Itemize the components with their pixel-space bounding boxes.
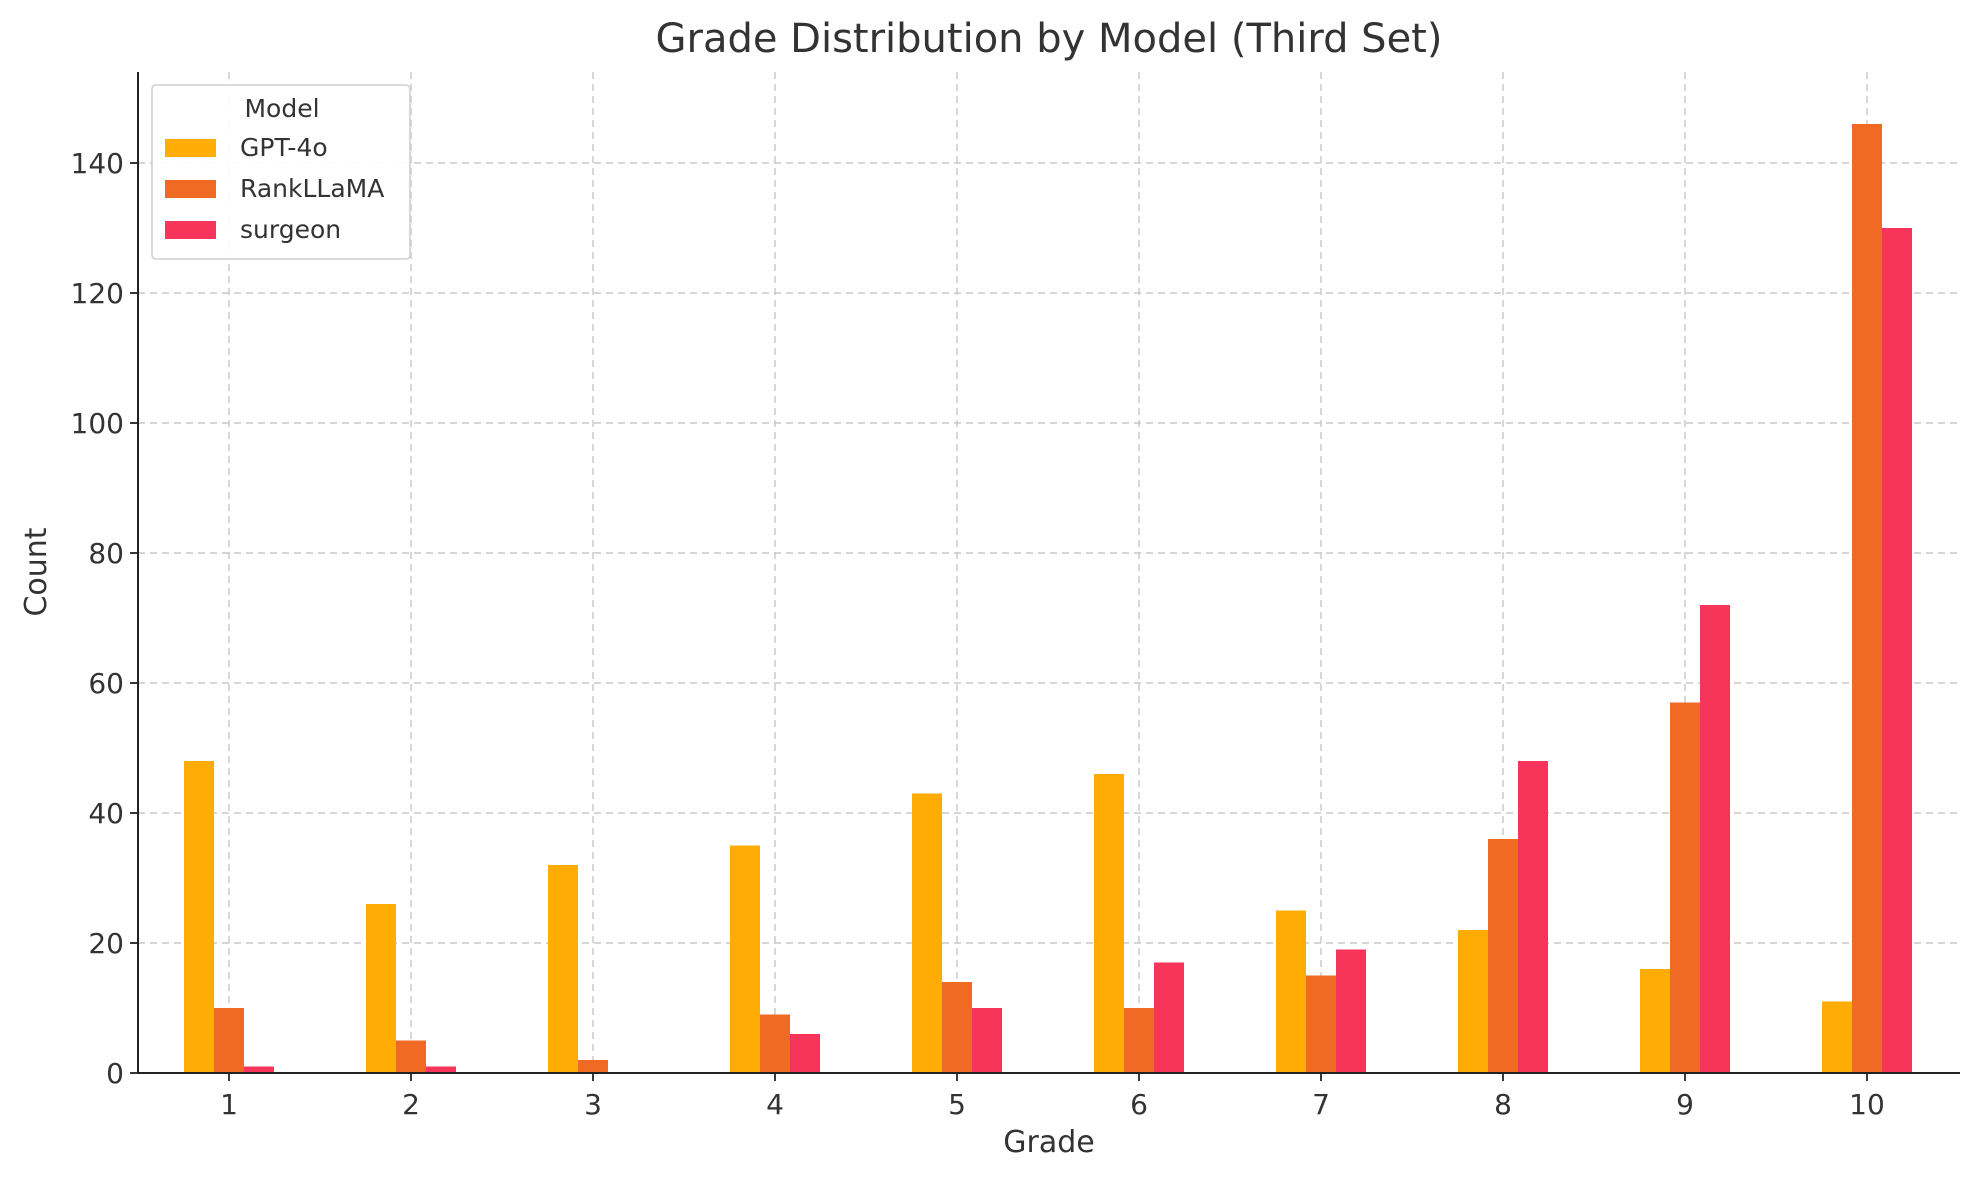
bar-surgeon	[1336, 949, 1366, 1073]
legend-label: RankLLaMA	[240, 174, 384, 203]
bar-rankllama	[1124, 1008, 1154, 1073]
x-tick-label: 8	[1494, 1088, 1512, 1121]
grid	[138, 72, 1960, 1073]
y-tick-label: 140	[71, 147, 124, 180]
bar-gpt-4o	[1822, 1001, 1852, 1073]
legend-frame	[151, 84, 411, 260]
x-tick-label: 5	[948, 1088, 966, 1121]
axes	[137, 72, 1960, 1074]
legend-swatch	[165, 221, 216, 239]
bar-surgeon	[1700, 605, 1730, 1073]
bar-gpt-4o	[366, 904, 396, 1073]
y-tick-label: 20	[88, 927, 124, 960]
y-tick-label: 40	[88, 797, 124, 830]
x-tick-label: 7	[1312, 1088, 1330, 1121]
bar-surgeon	[426, 1066, 456, 1073]
bar-surgeon	[790, 1034, 820, 1073]
bar-gpt-4o	[1458, 930, 1488, 1073]
y-tick-label: 60	[88, 667, 124, 700]
bar-gpt-4o	[912, 793, 942, 1073]
bar-rankllama	[396, 1040, 426, 1073]
x-tick-label: 4	[766, 1088, 784, 1121]
bar-gpt-4o	[184, 761, 214, 1073]
bar-surgeon	[1882, 228, 1912, 1073]
bar-rankllama	[578, 1060, 608, 1073]
bar-rankllama	[1306, 975, 1336, 1073]
x-tick-label: 1	[220, 1088, 238, 1121]
y-tick-label: 120	[71, 277, 124, 310]
x-tick-label: 6	[1130, 1088, 1148, 1121]
legend-title: Model	[244, 94, 319, 123]
legend-swatch	[165, 180, 216, 198]
bar-gpt-4o	[1276, 910, 1306, 1073]
x-tick-label: 2	[402, 1088, 420, 1121]
bar-surgeon	[972, 1008, 1002, 1073]
chart-title: Grade Distribution by Model (Third Set)	[656, 16, 1443, 62]
bar-gpt-4o	[548, 865, 578, 1073]
legend-items: GPT-4o RankLLaMA surgeon	[165, 133, 384, 244]
tick-labels: 0 20 40 60 80 100 120 140 1 2 3 4 5 6 7 8 9 10	[71, 147, 1885, 1121]
bar-surgeon	[1154, 962, 1184, 1073]
x-tick-label: 3	[584, 1088, 602, 1121]
bar-rankllama	[1670, 702, 1700, 1073]
bar-surgeon	[244, 1066, 274, 1073]
bar-gpt-4o	[1094, 774, 1124, 1073]
legend-swatch	[165, 139, 216, 157]
x-axis-label: Grade	[1003, 1125, 1094, 1160]
y-tick-label: 0	[106, 1057, 124, 1090]
bar-rankllama	[760, 1014, 790, 1073]
bar-rankllama	[214, 1008, 244, 1073]
bar-rankllama	[942, 982, 972, 1073]
bar-gpt-4o	[1640, 969, 1670, 1073]
legend: Model GPT-4o RankLLaMA surgeon	[151, 84, 411, 260]
y-axis-label: Count	[19, 527, 54, 616]
bar-rankllama	[1852, 124, 1882, 1073]
x-tick-label: 9	[1676, 1088, 1694, 1121]
bar-surgeon	[1518, 761, 1548, 1073]
bar-gpt-4o	[730, 845, 760, 1073]
bars	[184, 124, 1912, 1073]
legend-label: surgeon	[240, 215, 341, 244]
legend-label: GPT-4o	[240, 133, 328, 162]
x-tick-label: 10	[1849, 1088, 1885, 1121]
y-tick-label: 80	[88, 537, 124, 570]
y-tick-label: 100	[71, 407, 124, 440]
bar-rankllama	[1488, 839, 1518, 1073]
